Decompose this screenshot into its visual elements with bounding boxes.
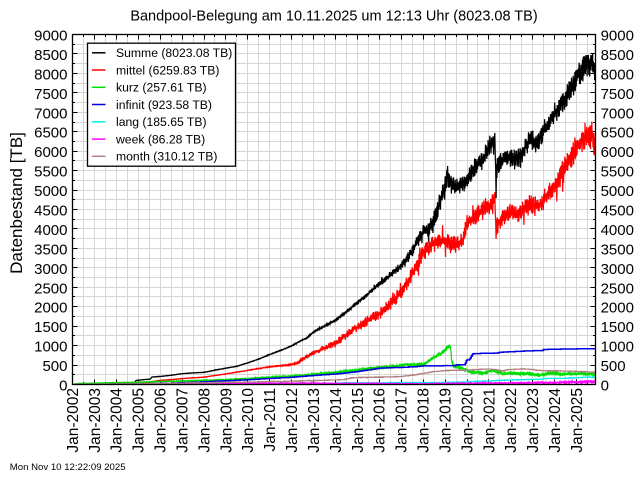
svg-text:8000: 8000: [34, 66, 67, 83]
svg-text:6500: 6500: [601, 125, 634, 142]
svg-text:2000: 2000: [601, 300, 634, 317]
svg-text:month (310.12 TB): month (310.12 TB): [116, 150, 217, 164]
svg-text:Jan-2021: Jan-2021: [481, 388, 498, 453]
svg-text:Jan-2013: Jan-2013: [306, 388, 323, 453]
svg-text:4500: 4500: [601, 203, 634, 220]
svg-text:5000: 5000: [601, 183, 634, 200]
svg-text:4000: 4000: [601, 222, 634, 239]
svg-text:Jan-2020: Jan-2020: [459, 388, 476, 453]
svg-text:3000: 3000: [34, 261, 67, 278]
svg-text:1500: 1500: [34, 319, 67, 336]
svg-text:Jan-2003: Jan-2003: [87, 388, 104, 453]
svg-text:7500: 7500: [34, 86, 67, 103]
svg-text:500: 500: [601, 358, 626, 375]
svg-text:Jan-2007: Jan-2007: [175, 388, 192, 453]
svg-text:6000: 6000: [34, 144, 67, 161]
svg-text:2000: 2000: [34, 300, 67, 317]
svg-text:infinit (923.58 TB): infinit (923.58 TB): [116, 98, 212, 112]
svg-text:6000: 6000: [601, 144, 634, 161]
svg-text:Jan-2002: Jan-2002: [65, 388, 82, 453]
svg-text:Jan-2012: Jan-2012: [284, 388, 301, 453]
svg-text:0: 0: [601, 378, 609, 395]
svg-text:Mon Nov 10 12:22:09 2025: Mon Nov 10 12:22:09 2025: [10, 462, 126, 473]
svg-text:Jan-2008: Jan-2008: [196, 388, 213, 453]
svg-text:1000: 1000: [34, 339, 67, 356]
svg-text:2500: 2500: [34, 280, 67, 297]
svg-text:Jan-2009: Jan-2009: [218, 388, 235, 453]
svg-text:6500: 6500: [34, 125, 67, 142]
svg-text:Jan-2005: Jan-2005: [131, 388, 148, 453]
svg-text:2500: 2500: [601, 280, 634, 297]
svg-text:Jan-2025: Jan-2025: [569, 388, 586, 453]
svg-text:1000: 1000: [601, 339, 634, 356]
svg-text:8500: 8500: [601, 47, 634, 64]
svg-text:500: 500: [42, 358, 67, 375]
svg-text:3000: 3000: [601, 261, 634, 278]
svg-text:Jan-2023: Jan-2023: [525, 388, 542, 453]
svg-text:5000: 5000: [34, 183, 67, 200]
svg-text:Jan-2011: Jan-2011: [262, 388, 279, 451]
svg-text:Bandpool-Belegung am 10.11.202: Bandpool-Belegung am 10.11.2025 um 12:13…: [130, 9, 537, 25]
svg-text:5500: 5500: [34, 164, 67, 181]
svg-text:Jan-2006: Jan-2006: [153, 388, 170, 453]
svg-text:Jan-2016: Jan-2016: [372, 388, 389, 453]
svg-text:lang (185.65 TB): lang (185.65 TB): [116, 115, 207, 129]
svg-text:Jan-2014: Jan-2014: [328, 388, 345, 453]
svg-text:0: 0: [59, 378, 67, 395]
svg-text:3500: 3500: [601, 241, 634, 258]
svg-text:3500: 3500: [34, 241, 67, 258]
svg-text:1500: 1500: [601, 319, 634, 336]
svg-text:9000: 9000: [601, 28, 634, 45]
svg-text:8500: 8500: [34, 47, 67, 64]
svg-text:7000: 7000: [601, 105, 634, 122]
svg-text:kurz (257.61 TB): kurz (257.61 TB): [116, 81, 207, 95]
svg-text:Jan-2010: Jan-2010: [240, 388, 257, 453]
svg-text:Jan-2015: Jan-2015: [350, 388, 367, 453]
svg-text:Jan-2019: Jan-2019: [438, 388, 455, 453]
svg-text:4000: 4000: [34, 222, 67, 239]
svg-text:mittel (6259.83 TB): mittel (6259.83 TB): [116, 64, 219, 78]
svg-text:5500: 5500: [601, 164, 634, 181]
svg-text:9000: 9000: [34, 28, 67, 45]
svg-text:4500: 4500: [34, 203, 67, 220]
svg-text:Summe (8023.08 TB): Summe (8023.08 TB): [116, 46, 232, 60]
svg-text:Datenbestand [TB]: Datenbestand [TB]: [7, 132, 26, 274]
svg-text:7000: 7000: [34, 105, 67, 122]
svg-text:Jan-2024: Jan-2024: [547, 388, 564, 453]
svg-text:week (86.28 TB): week (86.28 TB): [115, 133, 205, 147]
svg-text:Jan-2022: Jan-2022: [503, 388, 520, 453]
svg-text:Jan-2017: Jan-2017: [394, 388, 411, 453]
svg-text:Jan-2004: Jan-2004: [109, 388, 126, 453]
svg-text:7500: 7500: [601, 86, 634, 103]
svg-text:8000: 8000: [601, 66, 634, 83]
svg-text:Jan-2018: Jan-2018: [416, 388, 433, 453]
